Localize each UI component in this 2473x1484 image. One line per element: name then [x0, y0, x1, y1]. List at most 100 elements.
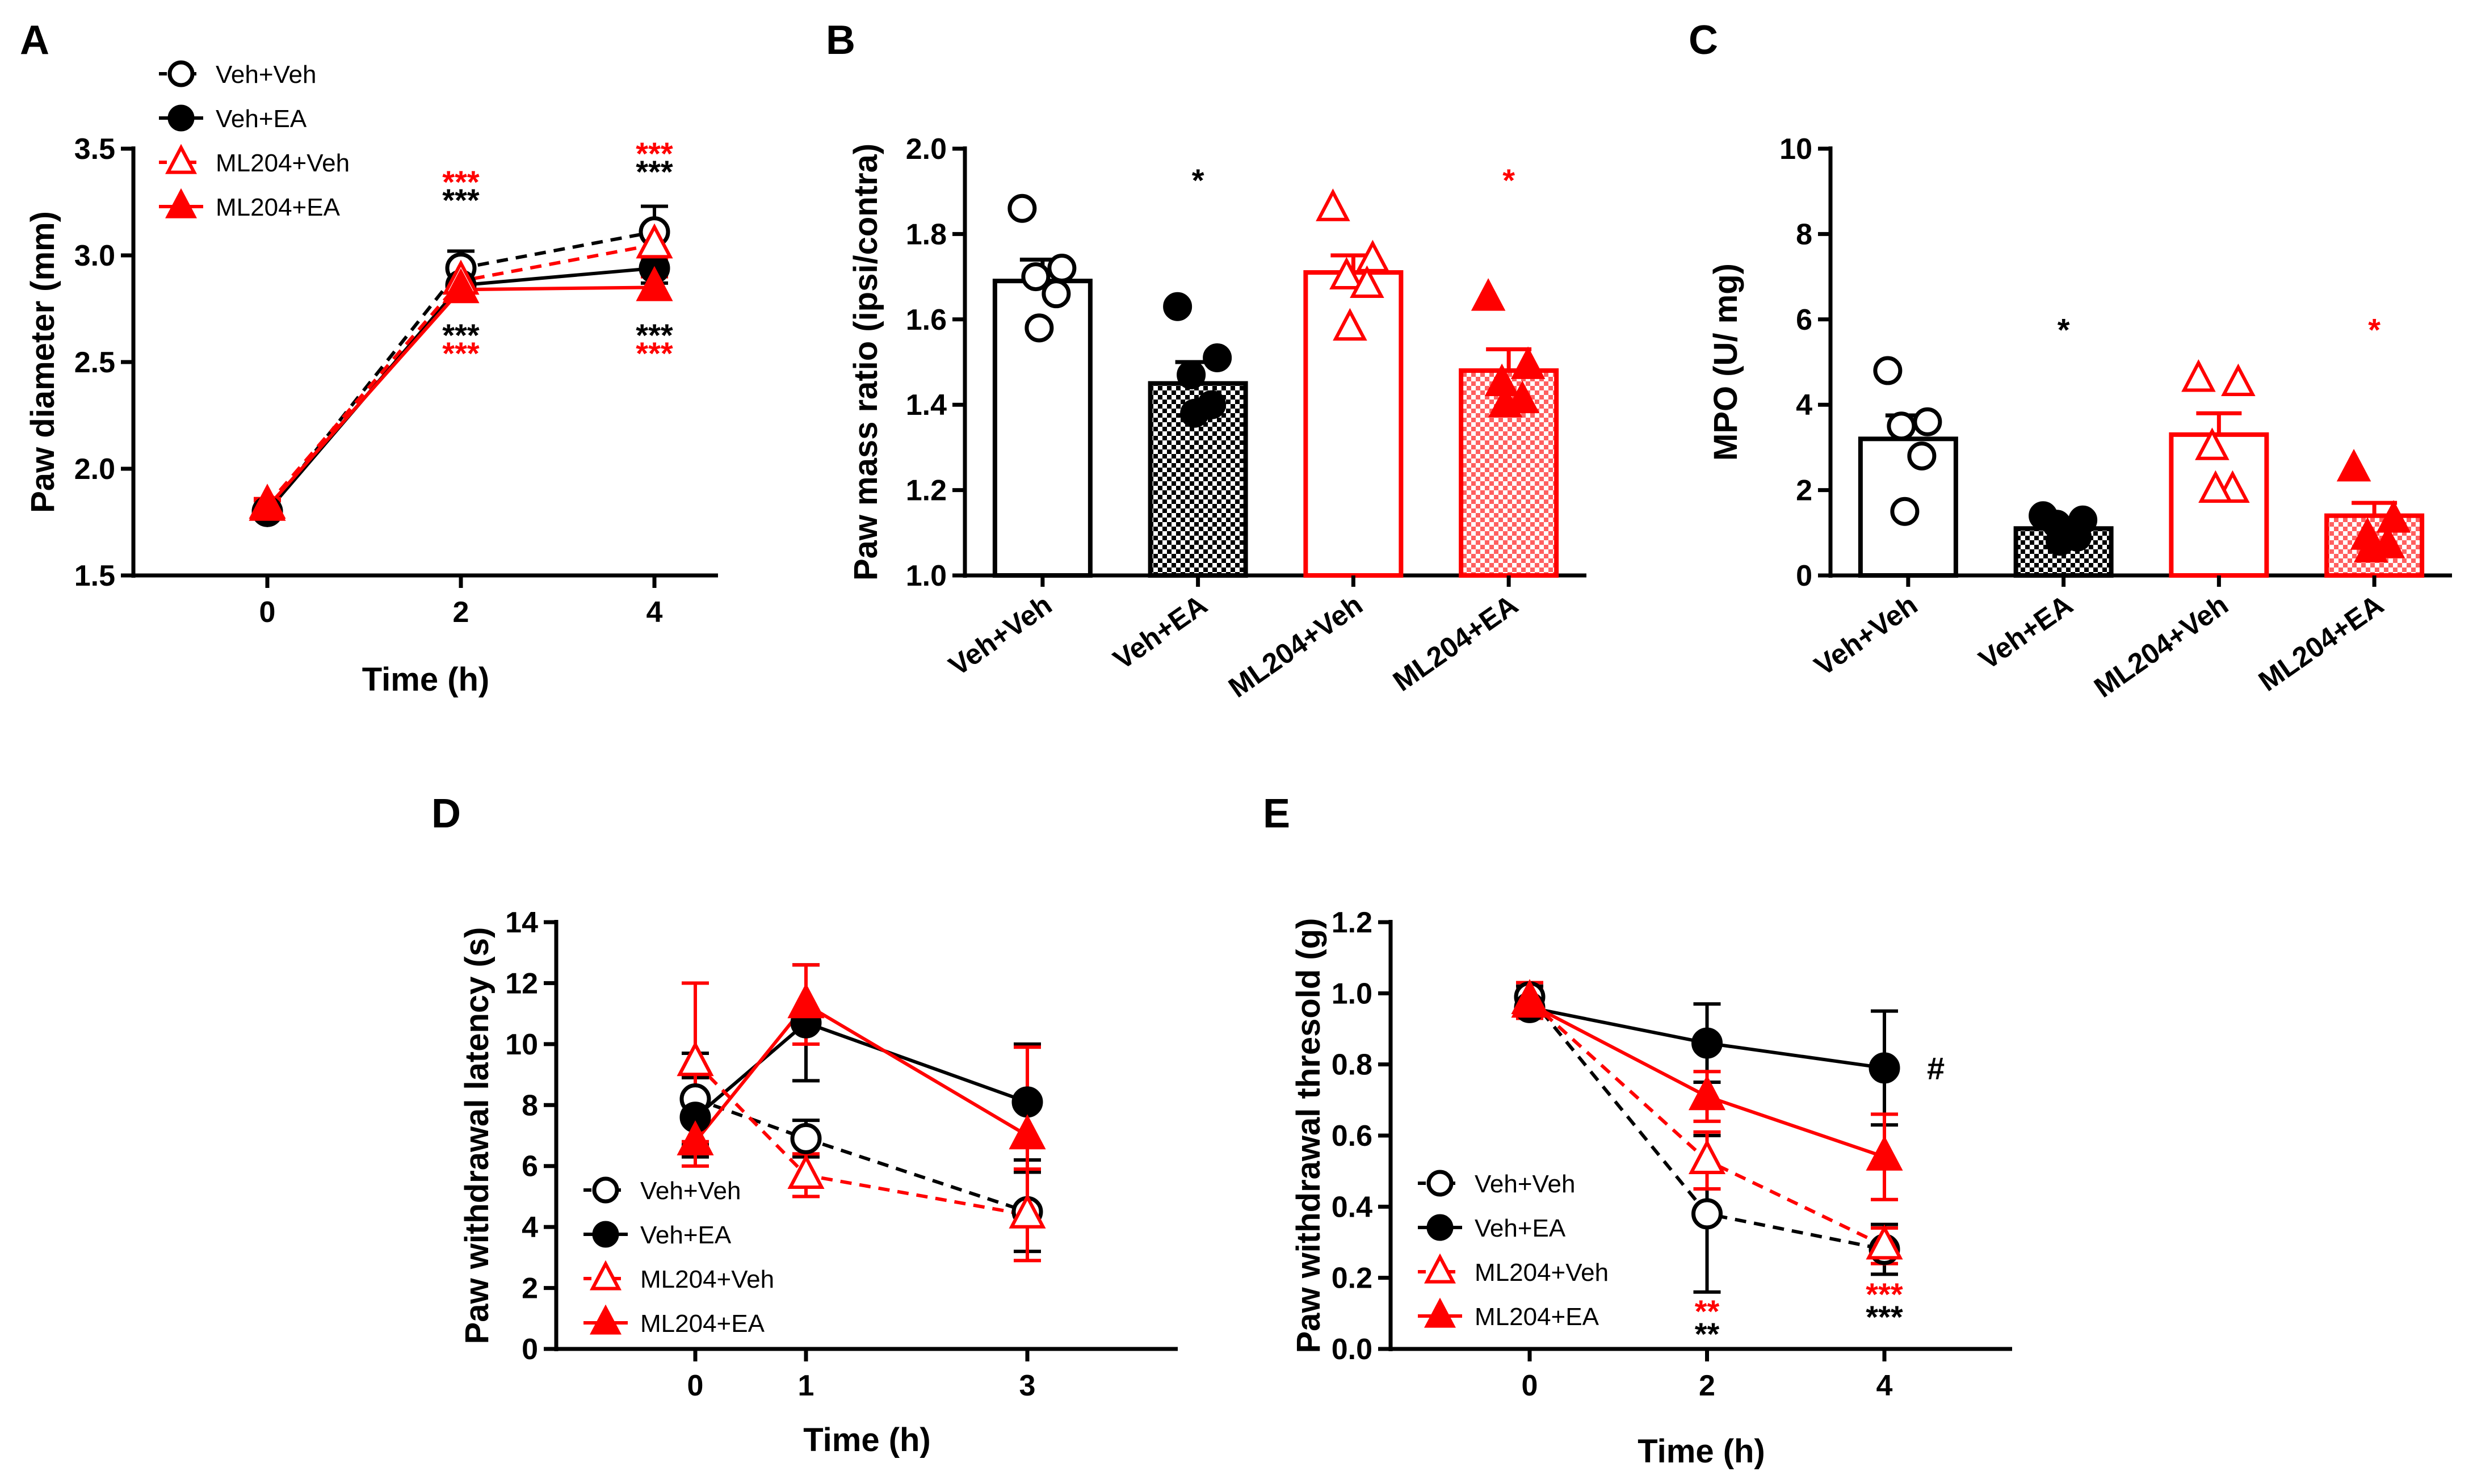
chart-a-legend-label: Veh+EA — [216, 105, 307, 133]
chart-b-data-point-0-4 — [1025, 313, 1054, 343]
chart-c-data-point-1-4 — [2046, 527, 2075, 556]
chart-b-y-tick-label: 1.2 — [906, 474, 947, 507]
chart-a-significance-label: *** — [636, 136, 673, 171]
chart-b-y-tick-label: 2.0 — [906, 133, 947, 166]
chart-c-data-point-0-4 — [1890, 497, 1920, 526]
chart-a-legend-marker — [165, 188, 197, 218]
chart-d-y-tick-label: 4 — [522, 1211, 538, 1244]
chart-a-series-line-1 — [266, 266, 655, 513]
chart-d-point-0-1 — [790, 1123, 822, 1154]
chart-d-series-line-0 — [694, 1097, 1028, 1214]
chart-b-data-point-3-4 — [1488, 385, 1523, 418]
chart-c-data-point-2-2 — [2195, 427, 2230, 460]
chart-d-legend-label: Veh+EA — [640, 1221, 732, 1249]
chart-c-data-point-0-2 — [1887, 411, 1916, 441]
chart-b-data-point-2-0 — [1316, 188, 1350, 221]
chart-c-category-label-2: ML204+Veh — [2088, 588, 2233, 704]
chart-b-y-tick-label: 1.8 — [906, 218, 947, 251]
chart-c-data-point-2-4 — [2198, 470, 2233, 503]
chart-e-x-tick-label: 0 — [1522, 1369, 1538, 1402]
chart-d-legend-marker — [590, 1304, 622, 1335]
chart-b-y-tick-label: 1.4 — [906, 389, 947, 422]
chart-c-significance-label: * — [2058, 312, 2070, 347]
chart-panel-a: 1.5 2.0 2.5 3.0 3.5 Paw diameter (mm) 0 2 4 Time … — [24, 60, 718, 698]
chart-e-significance-label: ** — [1695, 1293, 1720, 1329]
chart-e-y-tick-label: 0.2 — [1332, 1262, 1372, 1295]
chart-b-category-label-3: ML204+EA — [1387, 588, 1523, 697]
chart-a-significance-label: *** — [442, 335, 480, 371]
chart-c-y-tick-label: 0 — [1796, 560, 1812, 592]
chart-d-legend-label: ML204+EA — [640, 1310, 765, 1338]
chart-b-data-point-1-1 — [1203, 343, 1232, 372]
chart-d-point-3-1 — [787, 983, 825, 1019]
chart-d-y-tick-label: 2 — [522, 1272, 538, 1305]
chart-d-point-2-1 — [787, 1154, 825, 1189]
chart-e-significance-label: *** — [1866, 1276, 1903, 1312]
chart-e-significance-label: # — [1927, 1050, 1945, 1086]
chart-e-point-1-1 — [1691, 1027, 1723, 1059]
chart-e-x-tick-label: 2 — [1699, 1369, 1715, 1402]
chart-a-point-3-2 — [636, 266, 673, 301]
chart-a-point-3-1 — [442, 268, 480, 304]
chart-a-significance-label: *** — [636, 335, 673, 371]
chart-e-point-3-2 — [1866, 1135, 1903, 1171]
chart-c-data-point-0-0 — [1873, 356, 1903, 385]
chart-a-y-axis-title: Paw diameter (mm) — [24, 211, 61, 513]
chart-d-x-tick-label: 0 — [687, 1369, 704, 1402]
chart-d-point-2-2 — [1009, 1193, 1046, 1229]
chart-b-data-point-1-2 — [1177, 360, 1206, 390]
chart-c-data-point-0-1 — [1913, 407, 1942, 436]
chart-a-legend-marker — [167, 104, 195, 132]
chart-b-data-point-2-3 — [1350, 265, 1384, 298]
chart-e-point-3-1 — [1688, 1075, 1726, 1111]
chart-b-significance-label: * — [1192, 162, 1204, 198]
chart-a-legend-label: ML204+EA — [216, 194, 341, 221]
chart-a-y-tick-label: 3.5 — [74, 133, 115, 166]
chart-e-y-tick-label: 0.8 — [1332, 1049, 1372, 1082]
chart-d-point-3-2 — [1009, 1114, 1046, 1150]
chart-a-y-tick-label: 3.0 — [74, 239, 115, 272]
chart-c-data-point-3-4 — [2353, 529, 2388, 563]
chart-d-y-tick-label: 6 — [522, 1150, 538, 1183]
chart-c-y-tick-label: 8 — [1796, 218, 1812, 251]
chart-d-y-axis-title: Paw withdrawal latency (s) — [459, 927, 496, 1344]
chart-e-legend-label: Veh+Veh — [1475, 1170, 1575, 1198]
panel-letter-c: C — [1689, 18, 1718, 63]
chart-a-significance-label: *** — [636, 154, 673, 190]
chart-a-point-2-2 — [636, 223, 673, 259]
chart-a-y-tick-label: 1.5 — [74, 560, 115, 592]
chart-c-data-point-3-1 — [2376, 500, 2411, 533]
chart-c-y-axis-title: MPO (U/ mg) — [1707, 263, 1744, 461]
chart-e-legend-marker — [1424, 1253, 1456, 1284]
chart-panel-c: 0 2 4 6 8 10 MPO (U/ mg) Veh+Veh Veh+EA * ML204+Ve… — [1707, 133, 2452, 704]
chart-e-point-0-1 — [1691, 1198, 1723, 1230]
chart-e-point-3-0 — [1511, 982, 1548, 1018]
chart-b-data-point-2-2 — [1329, 257, 1364, 289]
chart-b-data-point-1-4 — [1180, 398, 1210, 428]
chart-c-y-tick-label: 10 — [1779, 133, 1812, 166]
chart-e-point-1-2 — [1869, 1052, 1900, 1084]
chart-b-y-tick-label: 1.6 — [906, 304, 947, 337]
chart-a-legend-label: ML204+Veh — [216, 149, 350, 177]
chart-d-y-tick-label: 8 — [522, 1089, 538, 1122]
chart-panel-b: 1.0 1.2 1.4 1.6 1.8 2.0 Paw mass ratio (ipsi/c… — [847, 133, 1586, 704]
chart-b-data-point-0-2 — [1021, 262, 1051, 292]
chart-b-data-point-0-3 — [1042, 279, 1071, 309]
chart-d-x-tick-label: 3 — [1019, 1369, 1036, 1402]
chart-c-y-tick-label: 2 — [1796, 474, 1812, 507]
chart-d-y-tick-label: 12 — [505, 967, 538, 1000]
chart-e-y-tick-label: 1.0 — [1332, 977, 1372, 1010]
chart-a-legend-marker — [167, 60, 195, 87]
chart-c-y-tick-label: 4 — [1796, 389, 1812, 422]
chart-d-point-1-2 — [1011, 1086, 1043, 1118]
chart-d-point-3-0 — [677, 1120, 714, 1155]
chart-e-x-tick-label: 4 — [1876, 1369, 1893, 1402]
chart-b-data-point-3-0 — [1471, 278, 1506, 311]
chart-a-legend-marker — [165, 144, 197, 174]
chart-e-y-tick-label: 0.4 — [1332, 1191, 1372, 1224]
chart-a-point-3-0 — [249, 485, 286, 521]
chart-d-x-axis-title: Time (h) — [803, 1422, 931, 1458]
chart-a-y-tick-label: 2.5 — [74, 346, 115, 379]
